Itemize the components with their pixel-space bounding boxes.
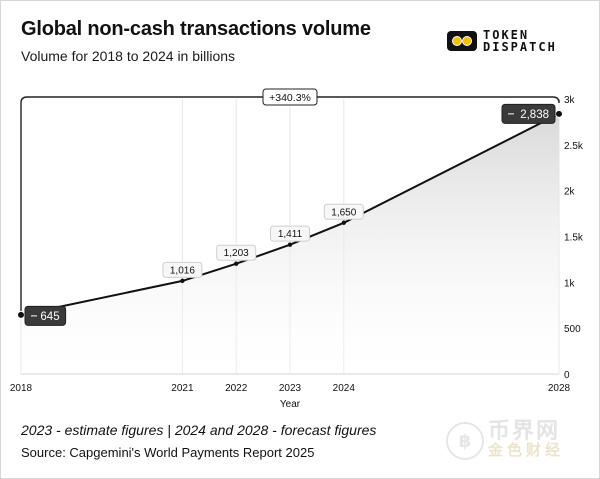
dark-label-box xyxy=(24,305,67,326)
y-tick-label: 1.5k xyxy=(564,233,584,244)
data-point xyxy=(17,310,25,319)
label-box xyxy=(216,244,257,261)
x-tick-label: 2023 xyxy=(279,383,302,394)
y-tick-label: 500 xyxy=(564,324,581,335)
y-tick-label: 2.5k xyxy=(564,141,584,152)
data-point xyxy=(555,109,563,118)
token-dispatch-logo: TOKEN DISPATCH xyxy=(447,29,557,53)
growth-label: +340.3% xyxy=(269,92,311,104)
y-tick-label: 3k xyxy=(564,95,576,106)
growth-badge xyxy=(262,88,318,106)
data-label: 1,411 xyxy=(270,225,310,242)
y-tick-label: 2k xyxy=(564,187,576,198)
area-fill xyxy=(21,113,559,375)
data-label: 1,650 xyxy=(323,203,364,220)
dark-label-box xyxy=(501,103,556,124)
data-label-text: 645 xyxy=(40,311,59,323)
logo-line1: TOKEN xyxy=(483,28,530,42)
watermark: ฿ 币界网 金色财经 xyxy=(446,418,565,461)
label-box xyxy=(323,203,364,220)
data-point xyxy=(234,261,239,266)
data-label: 1,016 xyxy=(162,261,203,278)
chart-subtitle: Volume for 2018 to 2024 in billions xyxy=(21,48,236,64)
data-label-text: 1,203 xyxy=(224,248,249,259)
y-tick-label: 1k xyxy=(564,278,576,289)
coin-icon: ฿ xyxy=(446,422,484,460)
data-label: 645 xyxy=(24,305,67,326)
data-label-text: 2,838 xyxy=(520,109,549,121)
source-note: Source: Capgemini's World Payments Repor… xyxy=(21,445,315,460)
x-tick-label: 2021 xyxy=(171,383,194,394)
data-point xyxy=(341,220,346,225)
label-box xyxy=(162,261,203,278)
series-line xyxy=(20,113,560,316)
x-axis-title: Year xyxy=(280,399,301,410)
data-label: 2,838 xyxy=(501,103,556,124)
eyes-icon xyxy=(447,31,477,51)
watermark-line2: 金色财经 xyxy=(488,442,565,459)
x-tick-label: 2022 xyxy=(225,383,248,394)
data-label: 1,203 xyxy=(216,244,257,261)
logo-line2: DISPATCH xyxy=(483,40,557,54)
watermark-line1: 币界网 xyxy=(488,418,561,443)
y-tick-label: 0 xyxy=(564,370,570,381)
x-tick-label: 2028 xyxy=(548,383,571,394)
footnote: 2023 - estimate figures | 2024 and 2028 … xyxy=(21,422,377,438)
data-label-text: 1,016 xyxy=(170,265,195,276)
chart-title: Global non-cash transactions volume xyxy=(21,18,371,40)
label-box xyxy=(270,225,310,242)
data-label-text: 1,411 xyxy=(278,229,303,240)
x-tick-label: 2024 xyxy=(333,383,356,394)
area-chart: +340.3% 2018 2021 2022 2023 2024 2028 Year 0 50… xyxy=(10,88,584,410)
data-label-text: 1,650 xyxy=(331,207,356,218)
x-tick-label: 2018 xyxy=(10,383,33,394)
data-point xyxy=(180,278,185,284)
data-point xyxy=(287,242,293,247)
